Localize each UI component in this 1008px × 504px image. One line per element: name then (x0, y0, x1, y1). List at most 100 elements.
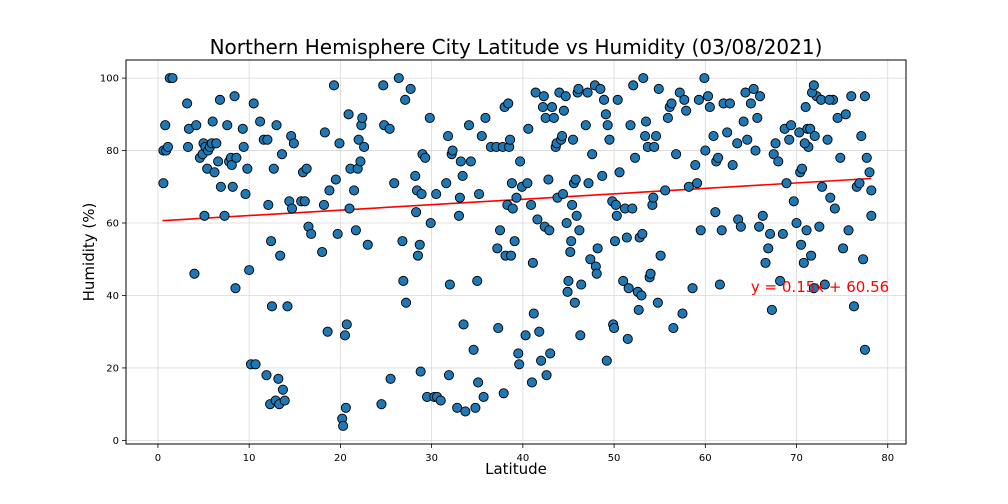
data-point (441, 178, 452, 189)
x-tick-label: 50 (608, 453, 621, 464)
data-point (786, 120, 797, 131)
data-point (470, 402, 481, 413)
data-point (443, 370, 454, 381)
data-point (704, 102, 715, 113)
data-point (801, 225, 812, 236)
data-point (825, 192, 836, 203)
data-point (695, 225, 706, 236)
data-point (757, 210, 768, 221)
regression-equation-label: y = 0.15x + 60.56 (751, 278, 889, 296)
data-point (378, 80, 389, 91)
data-point (788, 196, 799, 207)
data-point (573, 83, 584, 95)
data-point (338, 420, 349, 431)
data-point (299, 196, 310, 207)
data-point (610, 199, 621, 210)
data-point (563, 275, 574, 287)
chart-title: Northern Hemisphere City Latitude vs Hum… (210, 35, 823, 59)
data-point (189, 268, 200, 279)
data-point (357, 112, 368, 124)
data-point (611, 210, 622, 221)
data-point (677, 308, 688, 319)
data-point (401, 297, 412, 308)
data-point (597, 170, 608, 181)
data-point (340, 402, 351, 413)
data-point (612, 94, 623, 105)
x-axis-ticks: 0 10 20 30 40 50 60 70 80 (155, 444, 894, 464)
data-point (493, 323, 504, 334)
data-point (666, 98, 677, 109)
data-point (768, 149, 779, 160)
y-axis-ticks: 0 20 40 60 80 100 (100, 74, 126, 447)
data-point (237, 123, 248, 134)
data-point (455, 156, 466, 167)
data-point (760, 257, 771, 268)
x-tick-label: 30 (425, 453, 438, 464)
data-point (215, 181, 226, 192)
data-point (637, 228, 648, 239)
data-point (515, 156, 526, 167)
data-point (266, 236, 277, 247)
data-point (324, 185, 335, 196)
data-point (618, 275, 629, 287)
data-point (702, 91, 714, 102)
data-point (214, 94, 226, 105)
data-point (630, 152, 641, 163)
data-point (866, 185, 877, 196)
data-point (162, 141, 174, 152)
data-point (349, 185, 360, 196)
data-point (341, 319, 352, 330)
data-point (777, 228, 788, 239)
data-point (229, 91, 240, 102)
data-point (472, 275, 483, 287)
data-point (359, 141, 370, 152)
data-point (763, 243, 774, 254)
x-tick-label: 70 (790, 453, 803, 464)
data-point (526, 377, 538, 388)
data-point (276, 149, 288, 160)
data-point (662, 112, 673, 124)
data-point (545, 348, 556, 359)
data-point (362, 239, 373, 250)
data-point (866, 210, 877, 221)
data-point (650, 131, 662, 142)
data-point (748, 83, 759, 95)
data-point (796, 239, 807, 250)
data-point (727, 160, 738, 171)
x-axis-label: Latitude (485, 460, 547, 478)
data-point (575, 330, 586, 341)
data-point (231, 152, 242, 163)
data-point (532, 214, 543, 225)
data-point (548, 112, 559, 124)
data-point (742, 134, 753, 145)
data-point (750, 145, 761, 156)
data-point (343, 109, 354, 120)
data-point (158, 178, 169, 189)
data-point (580, 120, 591, 131)
data-point (649, 141, 660, 152)
data-point (824, 94, 835, 105)
data-point (846, 91, 857, 102)
data-point (604, 134, 615, 145)
data-point (412, 250, 423, 261)
y-tick-label: 0 (113, 436, 119, 447)
data-point (693, 94, 704, 105)
data-point (574, 225, 585, 236)
data-point (710, 207, 721, 218)
data-point (784, 134, 795, 145)
data-point (798, 257, 809, 268)
data-point (355, 156, 366, 167)
x-tick-label: 60 (699, 453, 712, 464)
data-point (791, 217, 802, 229)
data-points (158, 73, 877, 431)
data-point (353, 134, 364, 145)
data-point (435, 395, 446, 406)
data-point (609, 236, 621, 247)
data-point (835, 152, 846, 163)
data-point (671, 149, 682, 160)
data-point (740, 87, 751, 98)
data-point (714, 279, 725, 290)
x-tick-label: 80 (881, 453, 894, 464)
data-point (754, 221, 765, 232)
data-point (799, 138, 810, 149)
